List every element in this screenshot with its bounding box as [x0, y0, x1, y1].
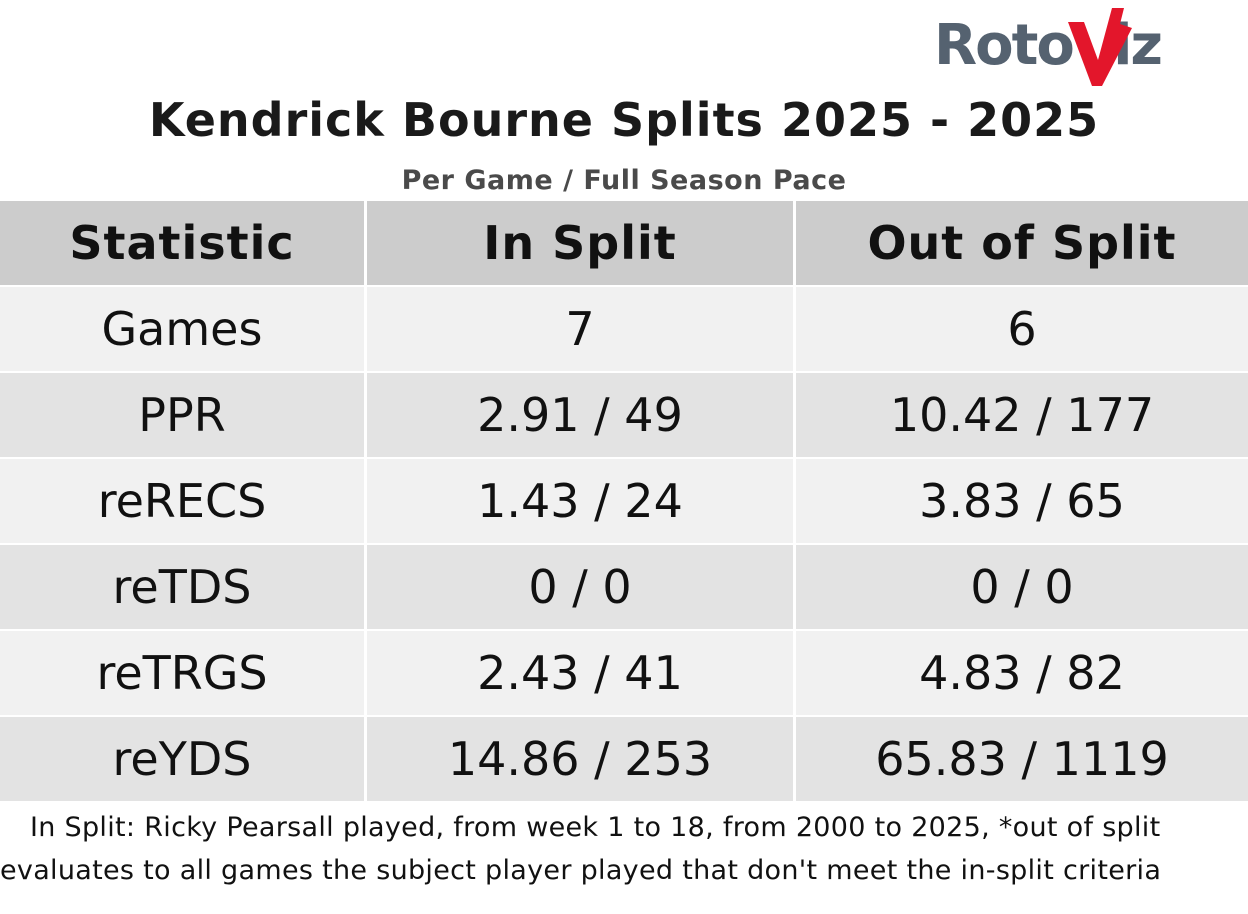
header-statistic: Statistic	[0, 201, 367, 285]
out-split-value: 6	[1007, 302, 1037, 356]
stat-name: reRECS	[0, 459, 367, 543]
table-row: reTRGS 2.43 / 41 4.83 / 82	[0, 631, 1248, 717]
out-split-value: 3.83 / 65	[919, 474, 1125, 528]
splits-table: Statistic In Split Out of Split Games 7 …	[0, 201, 1248, 803]
table-row: reTDS 0 / 0 0 / 0	[0, 545, 1248, 631]
in-split-value: 2.43 / 41	[367, 631, 796, 715]
page-subtitle: Per Game / Full Season Pace	[401, 165, 847, 196]
out-split-value: 0 / 0	[970, 560, 1074, 614]
table-row: Games 7 6	[0, 287, 1248, 373]
stat-name: reYDS	[0, 717, 367, 801]
rotoviz-logo: RotoViz	[930, 4, 1192, 86]
out-split-value: 10.42 / 177	[889, 388, 1155, 442]
header-out-of-split: Out of Split	[867, 216, 1177, 270]
out-split-value: 4.83 / 82	[919, 646, 1125, 700]
header-in-split: In Split	[367, 201, 796, 285]
stat-name: PPR	[0, 373, 367, 457]
footnote: In Split: Ricky Pearsall played, from we…	[0, 812, 1162, 886]
in-split-value: 14.86 / 253	[367, 717, 796, 801]
table-row: reYDS 14.86 / 253 65.83 / 1119	[0, 717, 1248, 803]
stat-name: Games	[0, 287, 367, 371]
in-split-value: 7	[367, 287, 796, 371]
out-split-value: 65.83 / 1119	[875, 732, 1169, 786]
table-row: PPR 2.91 / 49 10.42 / 177	[0, 373, 1248, 459]
page-title: Kendrick Bourne Splits 2025 - 2025	[148, 93, 1100, 147]
table-row: reRECS 1.43 / 24 3.83 / 65	[0, 459, 1248, 545]
stat-name: reTRGS	[0, 631, 367, 715]
logo-v-mark-icon	[1068, 8, 1132, 86]
in-split-value: 0 / 0	[367, 545, 796, 629]
in-split-value: 2.91 / 49	[367, 373, 796, 457]
in-split-value: 1.43 / 24	[367, 459, 796, 543]
logo-text: RotoViz	[934, 13, 1163, 78]
table-header-row: Statistic In Split Out of Split	[0, 201, 1248, 287]
stat-name: reTDS	[0, 545, 367, 629]
